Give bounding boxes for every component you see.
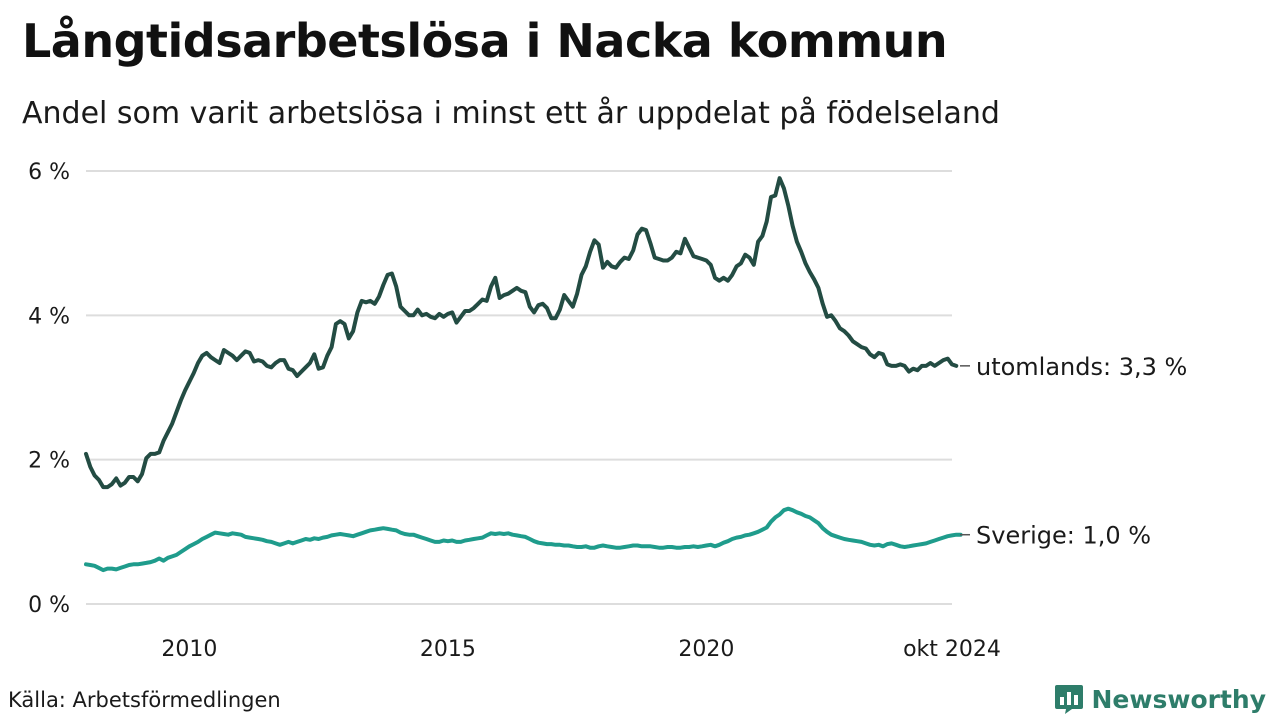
y-tick-label: 0 %	[28, 593, 70, 618]
y-tick-label: 2 %	[28, 449, 70, 474]
x-tick-label: okt 2024	[903, 637, 1001, 662]
x-tick-label: 2015	[420, 637, 476, 662]
y-tick-label: 6 %	[28, 160, 70, 185]
series-line-sverige	[84, 506, 963, 573]
chart-title: Långtidsarbetslösa i Nacka kommun	[22, 14, 948, 68]
newsworthy-logo-icon	[1054, 685, 1083, 714]
end-label-utomlands: utomlands: 3,3 %	[976, 353, 1187, 381]
x-axis-ticks: 2010 2015 2020 okt 2024	[161, 637, 1001, 662]
brand-logo[interactable]: Newsworthy	[1054, 683, 1267, 715]
chart-subtitle: Andel som varit arbetslösa i minst ett å…	[22, 96, 1000, 131]
end-label-sverige: Sverige: 1,0 %	[976, 522, 1151, 550]
brand-name: Newsworthy	[1091, 684, 1267, 714]
end-labels: utomlands: 3,3 % Sverige: 1,0 %	[960, 353, 1187, 550]
source-note: Källa: Arbetsförmedlingen	[8, 688, 281, 712]
x-tick-label: 2020	[678, 637, 734, 662]
gridlines	[86, 170, 952, 605]
series-lines	[84, 176, 963, 573]
y-tick-label: 4 %	[28, 304, 70, 329]
series-line-utomlands	[84, 176, 959, 490]
y-axis-ticks: 0 % 2 % 4 % 6 %	[28, 160, 70, 618]
x-tick-label: 2010	[161, 637, 217, 662]
